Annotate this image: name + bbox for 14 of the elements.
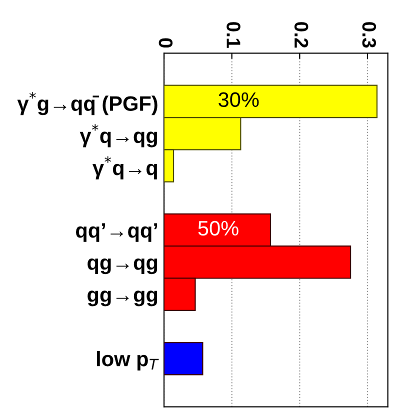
x-tick-label: 0.3 (362, 22, 376, 48)
y-tick-label: low p$_{T}$ (97, 351, 159, 370)
y-tick-label: qq’→qq’ (76, 223, 158, 242)
y-tick-label: γ$^{*}$g→qq̄ (PGF) (17, 92, 158, 116)
annotation: 50% (198, 220, 238, 236)
annotation: 30% (218, 92, 259, 108)
x-tick-label: 0 (158, 38, 173, 48)
y-tick-label: qg→qg (88, 258, 158, 274)
y-tick-label: γ$^{*}$q→qg (80, 124, 157, 148)
y-tick-label: γ$^{*}$q→q (92, 156, 157, 180)
bar (164, 342, 204, 376)
x-tick-label: 0.1 (226, 22, 240, 48)
x-tick-label: 0.2 (294, 22, 308, 48)
y-tick-label: gg→gg (88, 290, 158, 306)
